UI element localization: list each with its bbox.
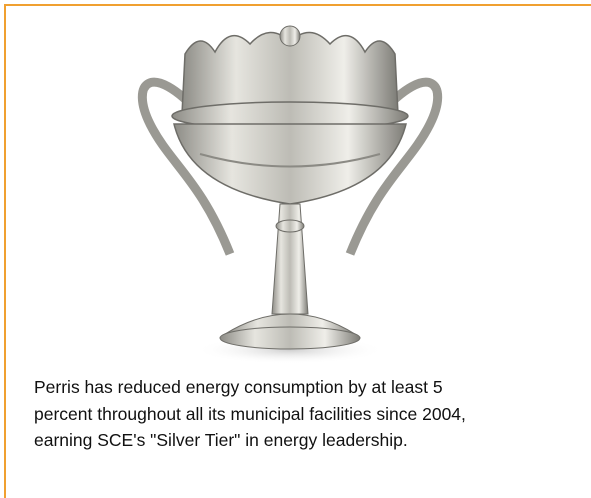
caption-line: Perris has reduced energy consumption by… (34, 374, 466, 401)
page: Perris has reduced energy consumption by… (0, 0, 591, 498)
caption: Perris has reduced energy consumption by… (34, 374, 466, 454)
caption-line: earning SCE's "Silver Tier" in energy le… (34, 427, 466, 454)
caption-line: percent throughout all its municipal fac… (34, 401, 466, 428)
trophy-image (130, 14, 450, 369)
